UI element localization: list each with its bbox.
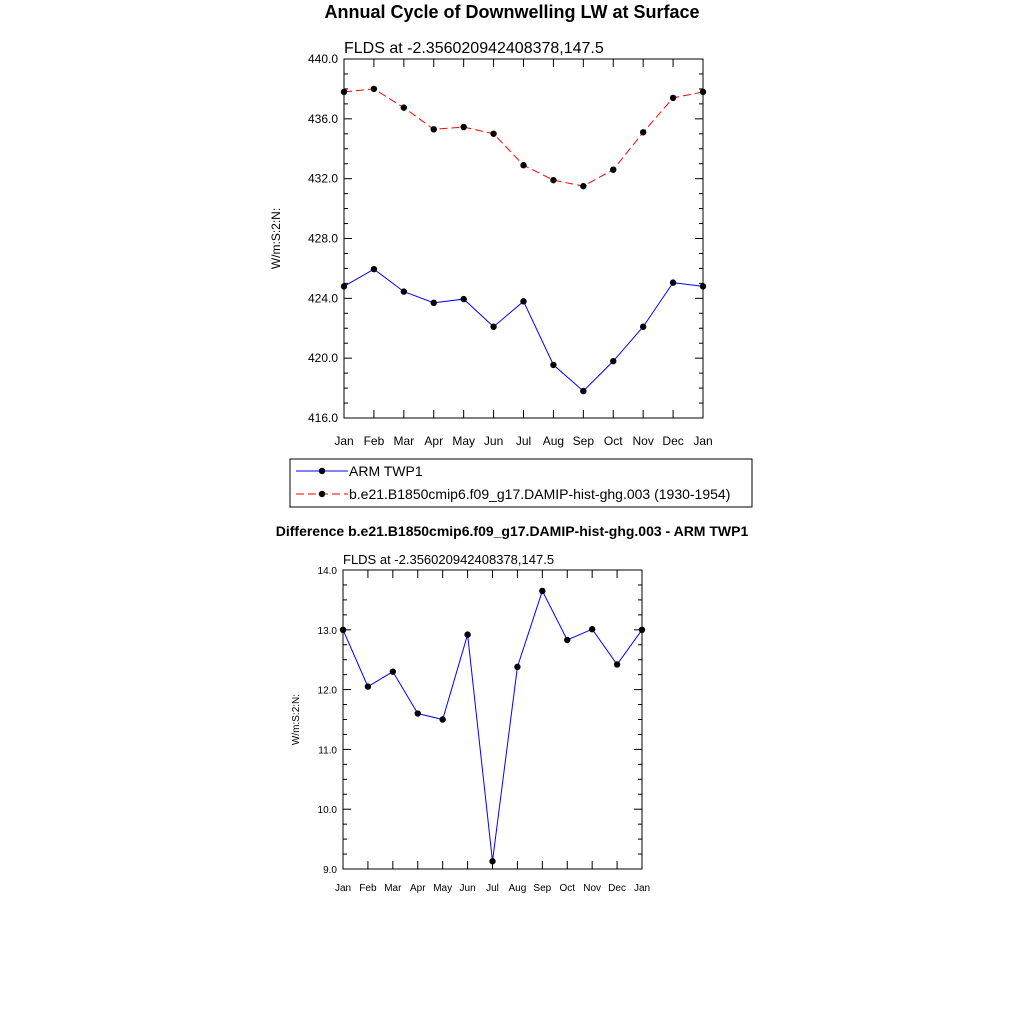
data-point: [439, 716, 446, 723]
data-point: [669, 94, 677, 102]
x-tick-label: Jun: [460, 883, 476, 894]
data-point: [364, 683, 372, 690]
y-tick-label: 12.0: [318, 686, 338, 697]
data-point: [370, 85, 378, 93]
x-tick-label: Jan: [693, 434, 712, 448]
x-tick-label: Jan: [334, 434, 353, 448]
legend-label: ARM TWP1: [349, 463, 423, 479]
data-point: [460, 123, 467, 131]
data-point: [669, 279, 677, 286]
y-tick-label: 428.0: [308, 232, 338, 246]
x-tick-label: Feb: [359, 883, 377, 894]
difference-chart-title: Difference b.e21.B1850cmip6.f09_g17.DAMI…: [275, 523, 749, 539]
y-tick-label: 13.0: [318, 626, 338, 637]
data-point: [699, 88, 707, 96]
x-tick-label: Nov: [632, 434, 653, 448]
data-point: [370, 265, 378, 273]
data-point: [389, 668, 397, 675]
x-tick-label: Oct: [604, 434, 623, 448]
series-line-1: [343, 88, 704, 187]
x-tick-label: Jun: [484, 434, 503, 448]
x-tick-label: Dec: [662, 434, 683, 448]
data-point: [580, 387, 587, 395]
y-tick-label: 424.0: [308, 291, 338, 305]
x-tick-label: Mar: [393, 434, 414, 448]
data-point: [400, 288, 408, 295]
x-tick-label: Sep: [573, 434, 595, 448]
y-tick-label: 432.0: [308, 172, 338, 186]
data-point: [580, 182, 587, 190]
x-tick-label: Aug: [543, 434, 564, 448]
legend-label: b.e21.B1850cmip6.f09_g17.DAMIP-hist-ghg.…: [349, 486, 730, 502]
data-point: [539, 587, 546, 595]
data-point: [340, 283, 348, 290]
data-point: [489, 858, 496, 865]
x-tick-label: Apr: [424, 434, 443, 448]
data-point: [414, 710, 421, 717]
data-point: [610, 166, 617, 173]
x-tick-label: Jul: [516, 434, 531, 448]
x-tick-label: May: [452, 434, 475, 448]
x-tick-label: Apr: [410, 883, 426, 894]
data-point: [639, 129, 647, 136]
data-point: [638, 626, 646, 633]
data-point: [564, 636, 571, 644]
y-axis-label: W/m:S:2:N:: [269, 208, 283, 269]
data-point: [550, 361, 557, 369]
y-axis-label: W/m:S:2:N:: [291, 694, 302, 745]
data-point: [520, 162, 527, 169]
legend: ARM TWP1 b.e21.B1850cmip6.f09_g17.DAMIP-h…: [289, 458, 753, 508]
chart-title: Annual Cycle of Downwelling LW at Surfac…: [324, 2, 700, 22]
y-tick-label: 11.0: [318, 745, 337, 756]
legend-box: [289, 458, 753, 508]
y-tick-label: 440.0: [308, 52, 338, 66]
plot-frame: [342, 569, 643, 870]
data-point: [490, 130, 497, 137]
data-point: [339, 626, 347, 633]
difference-chart: FLDS at -2.356020942408378,147.5 Jan Feb Ma…: [291, 552, 650, 894]
legend-marker: [318, 467, 326, 475]
data-point: [520, 298, 527, 305]
y-tick-label: 416.0: [308, 411, 338, 425]
x-tick-label: May: [433, 883, 452, 894]
y-tick-label: 436.0: [308, 112, 338, 126]
y-tick-label: 14.0: [318, 566, 338, 577]
data-point: [610, 357, 617, 365]
series-line-0: [342, 589, 643, 862]
y-tick-label: 10.0: [318, 805, 338, 816]
data-point: [490, 323, 497, 330]
x-tick-label: Sep: [533, 883, 551, 894]
data-point: [639, 323, 647, 330]
data-point: [460, 295, 467, 303]
x-tick-label: Dec: [608, 883, 626, 894]
data-point: [699, 283, 707, 290]
data-point: [400, 104, 408, 111]
annual-cycle-chart: FLDS at -2.356020942408378,147.5 Jan Feb Ma…: [269, 40, 753, 508]
x-tick-label: Mar: [384, 883, 402, 894]
data-point: [430, 299, 437, 307]
x-tick-label: Nov: [583, 883, 601, 894]
y-tick-label: 420.0: [308, 351, 338, 365]
x-tick-label: Aug: [509, 883, 527, 894]
data-point: [613, 661, 621, 668]
legend-marker: [318, 490, 326, 498]
series-line-0: [343, 268, 704, 392]
x-tick-label: Feb: [364, 434, 385, 448]
chart-subtitle: FLDS at -2.356020942408378,147.5: [344, 40, 604, 57]
data-point: [514, 663, 521, 671]
data-point: [464, 631, 471, 638]
x-tick-label: Oct: [559, 883, 575, 894]
plot-frame: [343, 58, 704, 419]
x-tick-label: Jul: [486, 883, 499, 894]
y-tick-label: 9.0: [323, 865, 337, 876]
data-point: [430, 126, 437, 133]
data-point: [588, 626, 596, 633]
x-tick-label: Jan: [634, 883, 650, 894]
x-tick-label: Jan: [335, 883, 351, 894]
chart-subtitle: FLDS at -2.356020942408378,147.5: [343, 552, 554, 567]
data-point: [550, 176, 557, 184]
data-point: [340, 88, 348, 96]
